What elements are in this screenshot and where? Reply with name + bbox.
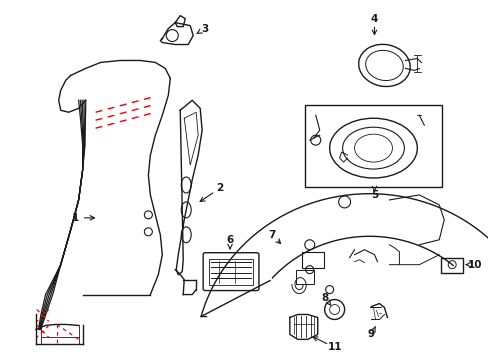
Text: 7: 7 [267,230,275,240]
Text: 2: 2 [216,183,224,193]
Text: 8: 8 [321,293,327,302]
Text: 9: 9 [367,329,374,339]
Bar [209,259,252,285]
Bar [440,258,462,273]
Bar [301,252,323,268]
Text: 10: 10 [467,260,481,270]
Text: 1: 1 [72,213,79,223]
Bar [304,105,441,187]
Bar [295,270,313,284]
Text: 5: 5 [370,190,377,200]
Text: 3: 3 [201,24,208,33]
Text: 4: 4 [370,14,377,24]
Text: 6: 6 [226,235,233,245]
Text: 11: 11 [327,342,341,352]
